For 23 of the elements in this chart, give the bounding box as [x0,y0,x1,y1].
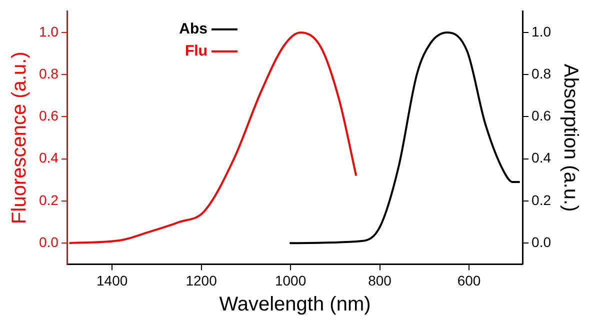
x-tick-label: 1000 [274,272,306,288]
y-tick-label: 0.2 [38,192,59,208]
y-axis-title: Fluorescence (a.u.) [8,52,31,224]
legend-label: Flu [184,42,208,60]
y2-tick-label: 0.4 [532,150,552,166]
y2-tick-label: 0.2 [532,192,552,208]
x-tick-label: 600 [457,272,481,288]
y2-tick-label: 0.6 [532,108,552,124]
legend-label: Abs [179,20,208,38]
x-tick-label: 1200 [186,272,218,288]
x-axis-title: Wavelength (nm) [219,294,371,316]
y-tick-label: 0.8 [38,65,59,82]
y2-tick-label: 1.0 [532,23,552,40]
line-series [288,31,521,244]
y-tick-label: 0.0 [38,234,59,250]
y2-tick-label: 0.0 [532,234,552,250]
y2-tick-label: 0.8 [532,65,552,82]
x-tick-label: 1400 [96,272,128,288]
y-tick-label: 0.6 [38,108,59,124]
y-tick-label: 0.4 [38,150,59,166]
x-tick-label: 800 [368,272,392,288]
y-tick-label: 1.0 [38,23,59,40]
y2-axis-title: Absorption (a.u.) [559,64,582,212]
